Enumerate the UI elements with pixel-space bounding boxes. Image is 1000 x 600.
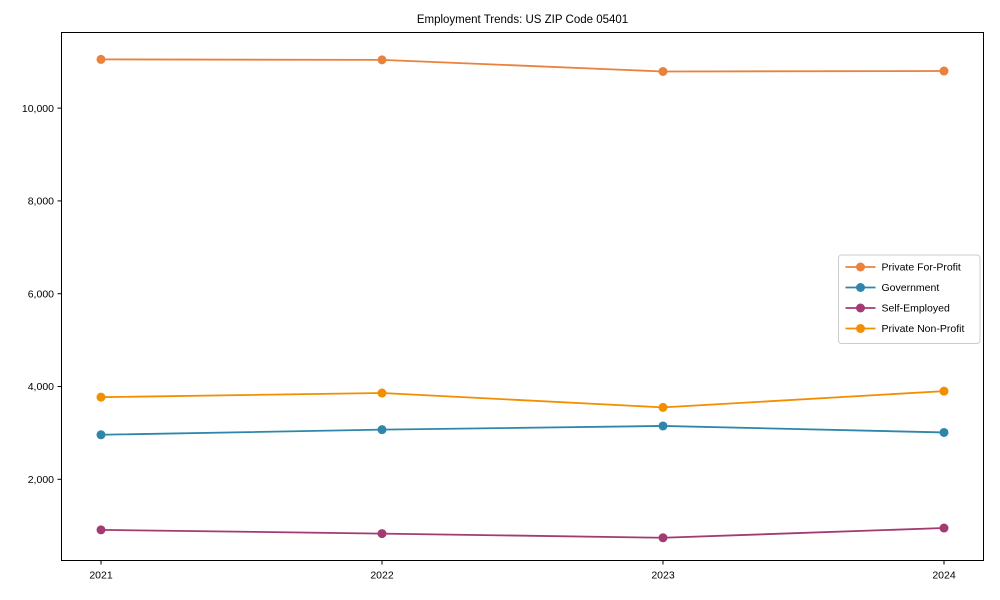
series-line [100, 527, 945, 539]
data-point-marker [658, 66, 668, 76]
series-government [96, 421, 949, 440]
legend-item: Private For-Profit [845, 262, 961, 274]
series-line [100, 390, 945, 409]
legend: Private For-Profit Government Self-Employe… [838, 254, 981, 344]
data-point-marker [939, 523, 949, 533]
legend-marker [856, 303, 865, 313]
data-point-marker [377, 529, 387, 539]
data-point-marker [939, 386, 949, 396]
legend-item: Government [845, 282, 940, 294]
legend-label: Government [882, 282, 940, 294]
y-axis: 2,000 4,000 6,000 8,000 10,000 [22, 103, 62, 486]
chart-title: Employment Trends: US ZIP Code 05401 [416, 14, 629, 26]
data-point-marker [96, 392, 106, 402]
series-private-non-profit [96, 386, 949, 412]
data-point-marker [96, 430, 106, 440]
legend-item: Private Non-Profit [845, 323, 965, 335]
plot-frame [61, 32, 984, 561]
y-tick-label: 6,000 [28, 288, 54, 300]
legend-marker [856, 283, 865, 292]
data-point-marker [377, 388, 387, 398]
y-tick-label: 10,000 [22, 103, 54, 115]
series-private-for-profit [96, 54, 949, 76]
data-point-marker [658, 402, 668, 412]
data-point-marker [658, 533, 668, 543]
legend-marker [856, 324, 865, 333]
data-point-marker [939, 427, 949, 437]
series-self-employed [96, 523, 949, 543]
data-point-marker [377, 55, 387, 65]
legend-marker [856, 262, 865, 272]
data-point-marker [377, 425, 387, 435]
x-tick-label: 2023 [651, 570, 675, 582]
legend-label: Self-Employed [882, 303, 950, 315]
y-tick-label: 4,000 [28, 381, 54, 393]
legend-frame [838, 254, 981, 344]
series-line [100, 425, 945, 436]
x-tick-label: 2022 [370, 570, 394, 582]
x-tick-label: 2021 [89, 570, 113, 582]
series-line [100, 58, 945, 73]
x-tick-label: 2024 [932, 570, 956, 582]
y-tick-label: 8,000 [28, 196, 54, 208]
data-point-marker [939, 66, 949, 76]
data-point-marker [96, 525, 106, 535]
legend-label: Private Non-Profit [882, 323, 965, 335]
legend-label: Private For-Profit [882, 262, 961, 274]
x-axis: 2021 2022 2023 2024 [89, 560, 956, 582]
data-point-marker [96, 54, 106, 64]
legend-item: Self-Employed [845, 303, 950, 315]
data-point-marker [658, 421, 668, 431]
y-tick-label: 2,000 [28, 474, 54, 486]
